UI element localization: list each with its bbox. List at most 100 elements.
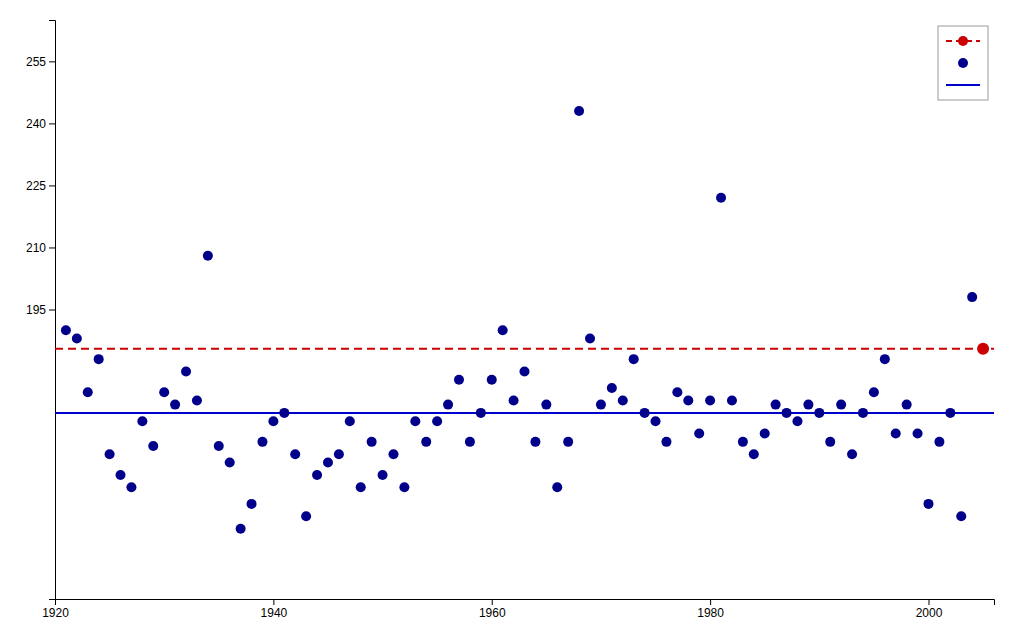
- line-marker: [977, 343, 989, 355]
- tick-mark: [49, 123, 55, 124]
- scatter-point: [672, 387, 682, 397]
- tick-label: 1980: [697, 606, 724, 620]
- tick: 1960: [479, 599, 506, 620]
- scatter-point: [836, 400, 846, 410]
- scatter-point: [607, 383, 617, 393]
- tick-label: 1940: [261, 606, 288, 620]
- scatter-point: [891, 429, 901, 439]
- scatter-point: [629, 354, 639, 364]
- tick: 255: [26, 55, 55, 69]
- scatter-point: [181, 367, 191, 377]
- tick-mark: [928, 599, 929, 605]
- scatter-point: [869, 387, 879, 397]
- scatter-point: [388, 449, 398, 459]
- axis-line: [56, 600, 995, 606]
- y-axis: 195 210 225 240 255: [26, 21, 56, 600]
- scatter-point: [214, 441, 224, 451]
- scatter-point: [520, 367, 530, 377]
- legend-item: [946, 36, 980, 46]
- reference-line-group: [55, 412, 994, 413]
- tick: 240: [26, 117, 55, 131]
- scatter-point: [356, 482, 366, 492]
- scatter-point: [618, 395, 628, 405]
- tick-mark: [492, 599, 493, 605]
- tick-label: 240: [26, 117, 46, 131]
- tick-label: 2000: [916, 606, 943, 620]
- series-markers: [61, 106, 977, 534]
- scatter-point: [454, 375, 464, 385]
- reference-line-group: [55, 348, 994, 349]
- scatter-point: [225, 458, 235, 468]
- scatter-point: [945, 408, 955, 418]
- scatter-point: [432, 416, 442, 426]
- tick-mark: [49, 185, 55, 186]
- scatter-point: [858, 408, 868, 418]
- scatter-point: [399, 482, 409, 492]
- scatter-point: [694, 429, 704, 439]
- scatter-point: [683, 395, 693, 405]
- scatter-point: [421, 437, 431, 447]
- scatter-point: [105, 449, 115, 459]
- scatter-point: [116, 470, 126, 480]
- tick-mark: [49, 310, 55, 311]
- scatter-point: [378, 470, 388, 480]
- scatter-point: [574, 106, 584, 116]
- scatter-point: [814, 408, 824, 418]
- scatter-point: [323, 458, 333, 468]
- tick-label: 225: [26, 179, 46, 193]
- scatter-point: [792, 416, 802, 426]
- tick: 210: [26, 241, 55, 255]
- scatter-point: [410, 416, 420, 426]
- reference-line: [55, 348, 994, 350]
- scatter-point: [159, 387, 169, 397]
- scatter-point: [661, 437, 671, 447]
- scatter-point: [825, 437, 835, 447]
- scatter-point: [902, 400, 912, 410]
- scatter-point: [192, 395, 202, 405]
- scatter-point: [651, 416, 661, 426]
- scatter-point: [72, 333, 82, 343]
- scatter-point: [880, 354, 890, 364]
- scatter-point: [847, 449, 857, 459]
- tick: 1920: [42, 599, 69, 620]
- scatter-point: [498, 325, 508, 335]
- legend-box: [938, 26, 988, 100]
- scatter-point: [771, 400, 781, 410]
- tick-label: 210: [26, 241, 46, 255]
- tick-mark: [49, 61, 55, 62]
- scatter-point: [61, 325, 71, 335]
- scatter-point: [760, 429, 770, 439]
- chart: 1920 1940 1960 1980 2000 195 210 225 240 255: [0, 0, 1024, 639]
- tick: 1940: [261, 599, 288, 620]
- scatter-point: [530, 437, 540, 447]
- scatter-point: [148, 441, 158, 451]
- tick: 225: [26, 179, 55, 193]
- scatter-point: [170, 400, 180, 410]
- scatter-point: [236, 524, 246, 534]
- scatter-point: [913, 429, 923, 439]
- legend-item: [958, 58, 968, 68]
- legend-swatch: [946, 84, 980, 86]
- scatter-point: [443, 400, 453, 410]
- legend: [938, 26, 988, 100]
- tick-label: 255: [26, 55, 46, 69]
- plot-area: [55, 106, 994, 534]
- scatter-point: [749, 449, 759, 459]
- legend-swatch: [958, 36, 968, 46]
- scatter-point: [552, 482, 562, 492]
- tick-label: 1920: [42, 606, 69, 620]
- scatter-point: [487, 375, 497, 385]
- scatter-point: [203, 251, 213, 261]
- tick-label: 195: [26, 303, 46, 317]
- tick: 2000: [916, 599, 943, 620]
- legend-swatch: [958, 58, 968, 68]
- series-markers: [977, 343, 989, 355]
- scatter-point: [705, 395, 715, 405]
- tick: 195: [26, 303, 55, 317]
- scatter-point: [596, 400, 606, 410]
- scatter-point: [782, 408, 792, 418]
- scatter-point: [345, 416, 355, 426]
- legend-item: [946, 85, 980, 86]
- scatter-point: [312, 470, 322, 480]
- scatter-point: [334, 449, 344, 459]
